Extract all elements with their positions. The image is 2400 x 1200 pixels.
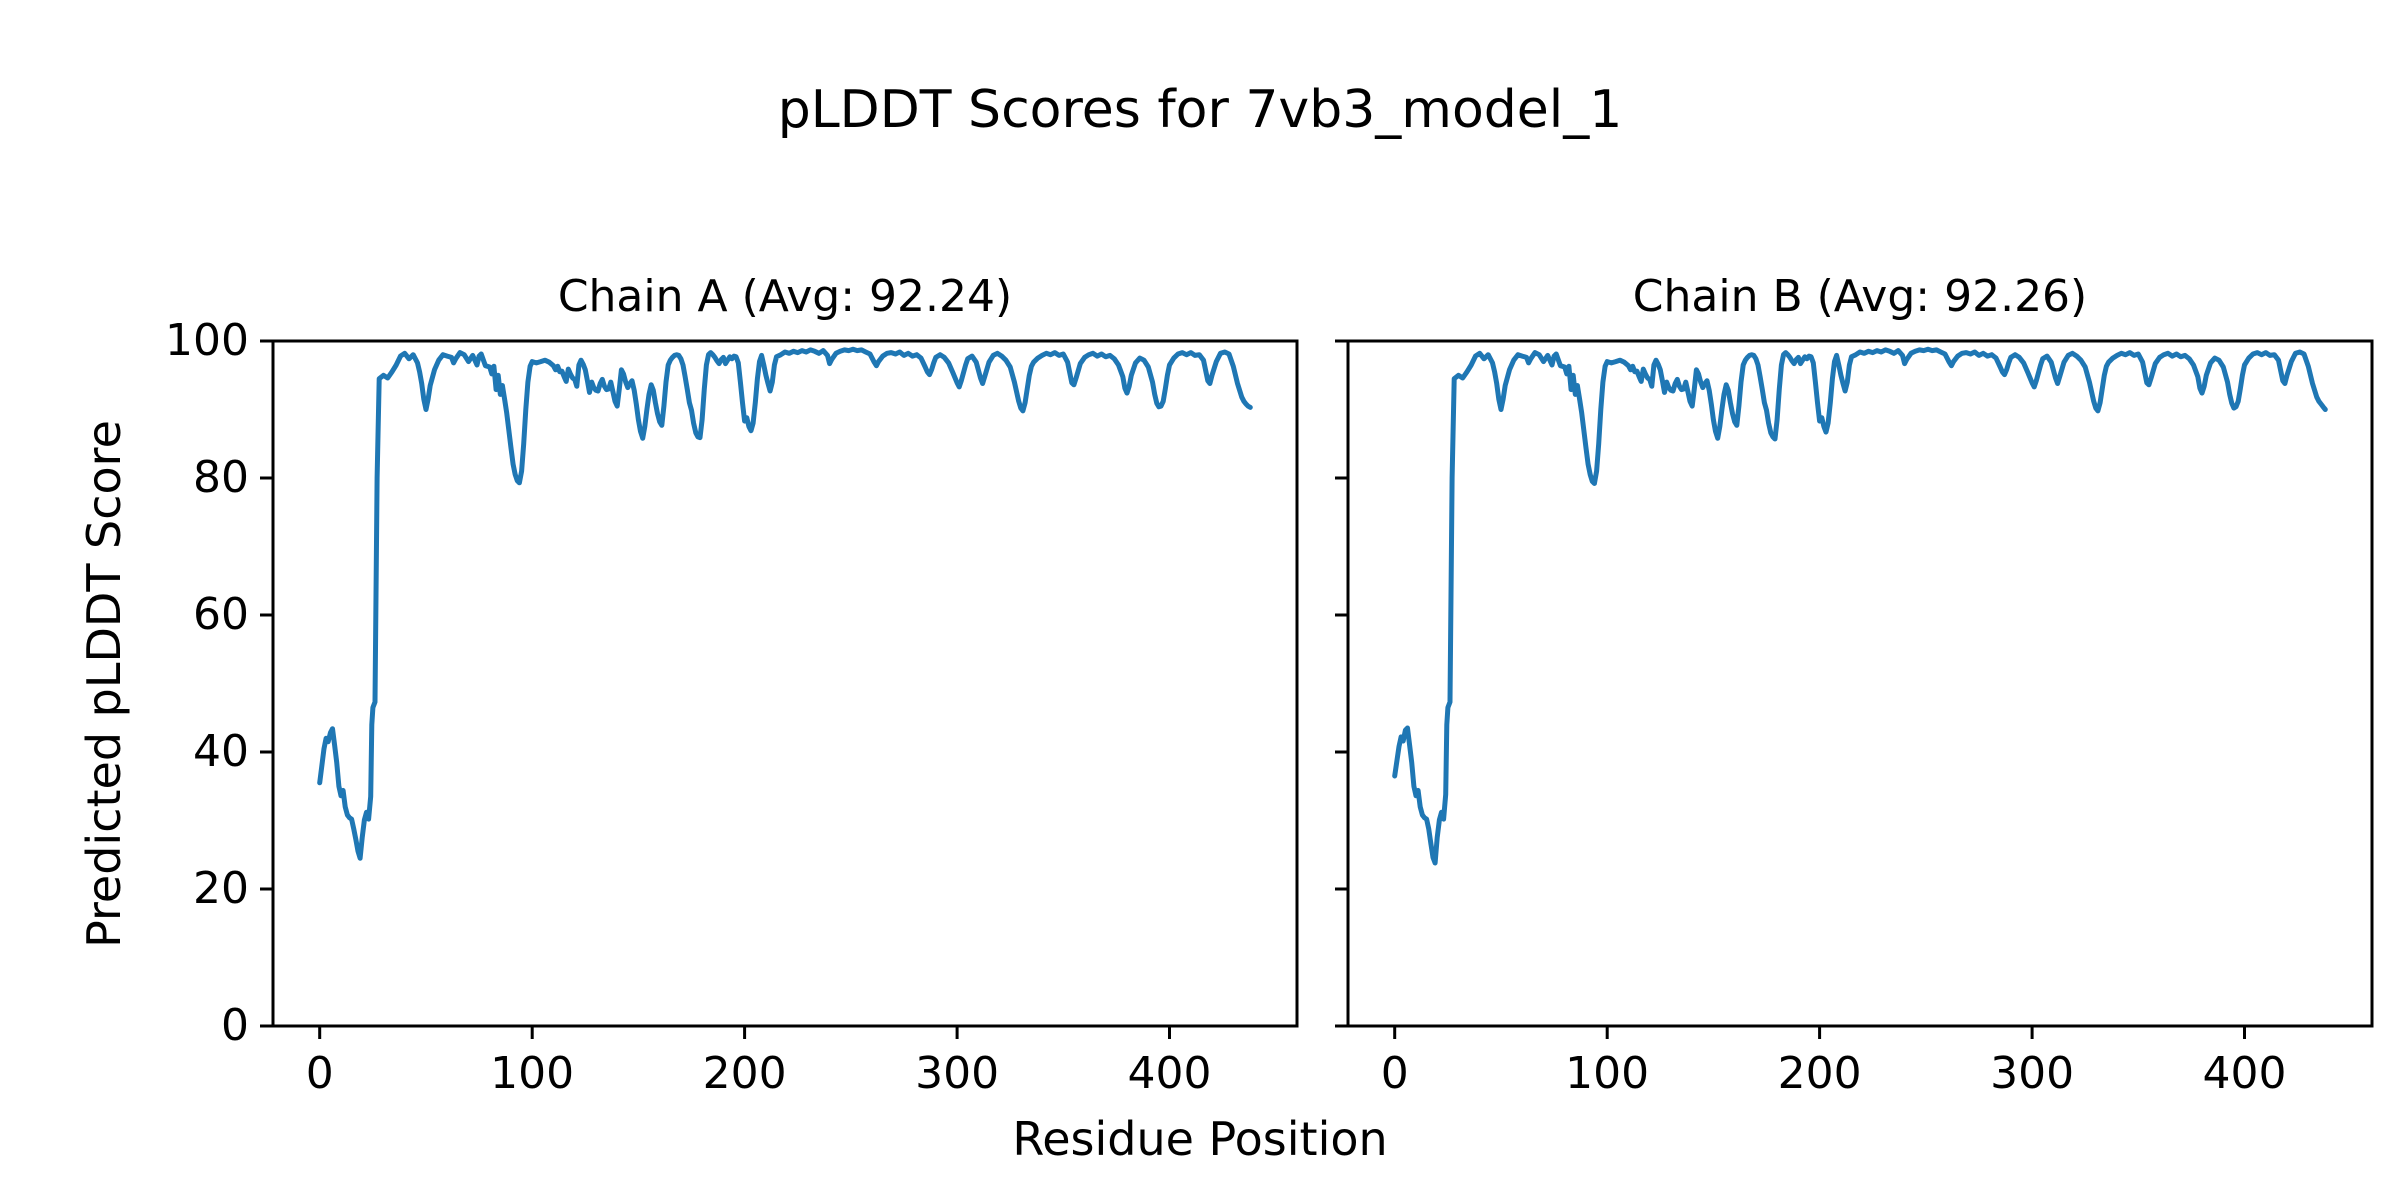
- y-tick-label: 80: [193, 452, 249, 503]
- x-axis-label: Residue Position: [1012, 1112, 1388, 1166]
- x-tick-label: 200: [1777, 1048, 1862, 1099]
- x-tick-label: 400: [1127, 1048, 1212, 1099]
- y-tick-label: 100: [165, 315, 249, 366]
- axes-chain-b: [1335, 339, 2374, 1039]
- subplot-title-chain-b: Chain B (Avg: 92.26): [1632, 271, 2088, 322]
- x-tick-label: 300: [915, 1048, 1000, 1099]
- y-tick-label: 60: [193, 589, 249, 640]
- tick-marks: [1335, 339, 2246, 1039]
- y-tick-label: 20: [193, 863, 249, 914]
- axes-spines: [1346, 339, 2374, 1028]
- y-tick-label: 0: [221, 1000, 249, 1051]
- x-tick-label: 200: [702, 1048, 787, 1099]
- x-tick-label: 0: [305, 1048, 334, 1099]
- axes-chain-a: [260, 339, 1299, 1039]
- x-tick-label: 100: [1565, 1048, 1650, 1099]
- y-axis-label: Predicted pLDDT Score: [77, 420, 131, 948]
- tick-marks: [260, 339, 1171, 1039]
- y-tick-label: 40: [193, 726, 249, 777]
- x-tick-label: 300: [1990, 1048, 2075, 1099]
- x-tick-label: 100: [490, 1048, 575, 1099]
- plddt-line-chain-b: [1392, 346, 2328, 866]
- subplot-title-chain-a: Chain A (Avg: 92.24): [557, 271, 1013, 322]
- x-tick-label: 400: [2202, 1048, 2287, 1099]
- plddt-line-chain-a: [317, 346, 1253, 861]
- x-tick-label: 0: [1380, 1048, 1409, 1099]
- axes-spines: [271, 339, 1299, 1028]
- figure-suptitle: pLDDT Scores for 7vb3_model_1: [777, 80, 1623, 140]
